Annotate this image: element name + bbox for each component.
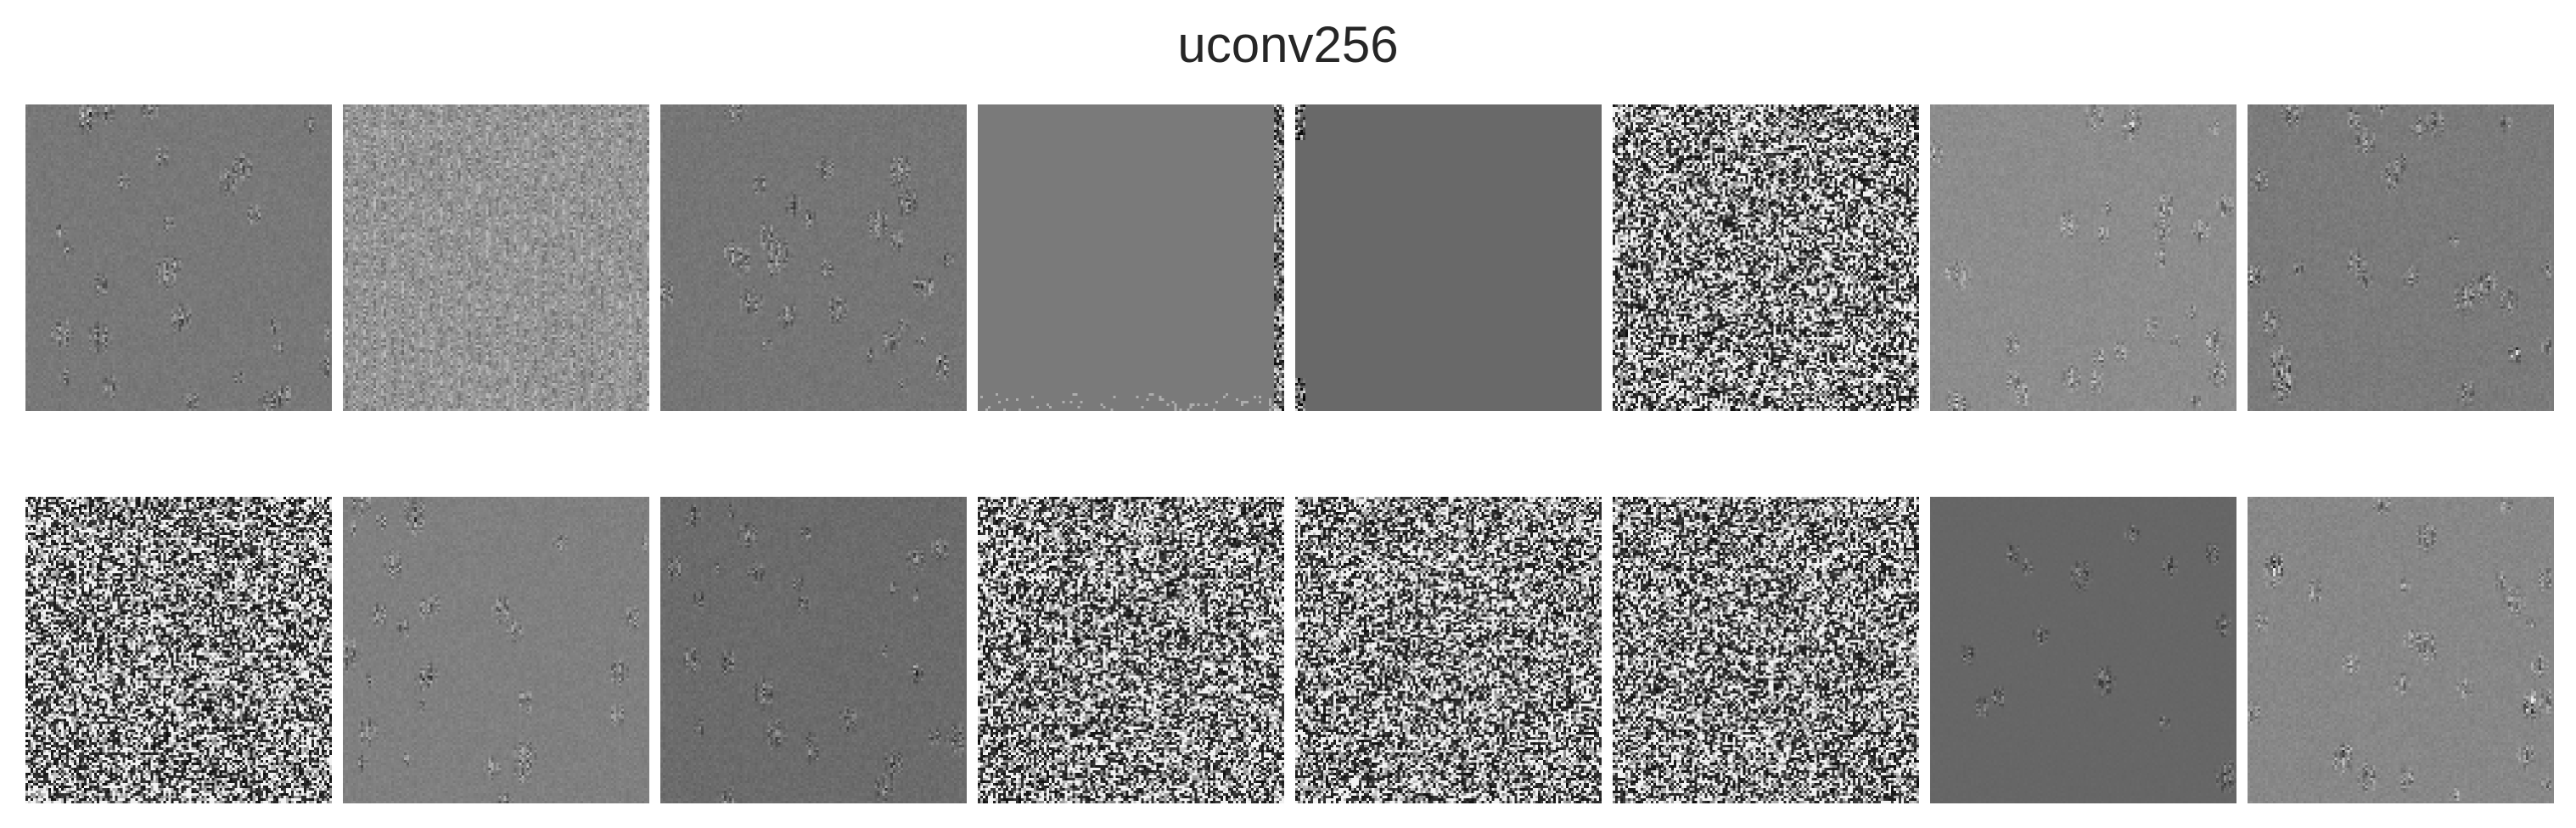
feature-map-panel-r2c3 bbox=[660, 497, 967, 803]
feature-map-panel-r1c3 bbox=[660, 104, 967, 411]
feature-map-panel-r2c4 bbox=[978, 497, 1284, 803]
feature-map-image bbox=[1613, 104, 1919, 411]
feature-map-image bbox=[1295, 497, 1602, 803]
feature-map-panel-r1c7 bbox=[1930, 104, 2236, 411]
feature-map-panel-r1c4 bbox=[978, 104, 1284, 411]
feature-map-image bbox=[2248, 497, 2554, 803]
feature-map-image bbox=[978, 497, 1284, 803]
feature-map-panel-r2c2 bbox=[343, 497, 649, 803]
figure-title: uconv256 bbox=[1177, 16, 1399, 73]
feature-map-panel-r2c7 bbox=[1930, 497, 2236, 803]
feature-map-image bbox=[343, 497, 649, 803]
feature-map-image bbox=[978, 104, 1284, 411]
feature-map-image bbox=[25, 104, 332, 411]
feature-map-panel-r2c5 bbox=[1295, 497, 1602, 803]
feature-map-image bbox=[1613, 497, 1919, 803]
feature-map-image bbox=[2248, 104, 2554, 411]
feature-map-image bbox=[1930, 497, 2236, 803]
feature-map-panel-r1c5 bbox=[1295, 104, 1602, 411]
feature-map-image bbox=[660, 497, 967, 803]
feature-map-image bbox=[25, 497, 332, 803]
feature-map-panel-r2c6 bbox=[1613, 497, 1919, 803]
feature-map-panel-r1c1 bbox=[25, 104, 332, 411]
feature-map-panel-r1c6 bbox=[1613, 104, 1919, 411]
feature-map-panel-r2c8 bbox=[2248, 497, 2554, 803]
feature-map-panel-r2c1 bbox=[25, 497, 332, 803]
feature-map-panel-r1c8 bbox=[2248, 104, 2554, 411]
feature-map-image bbox=[660, 104, 967, 411]
feature-map-image bbox=[343, 104, 649, 411]
feature-map-image bbox=[1930, 104, 2236, 411]
feature-map-panel-r1c2 bbox=[343, 104, 649, 411]
feature-map-image bbox=[1295, 104, 1602, 411]
